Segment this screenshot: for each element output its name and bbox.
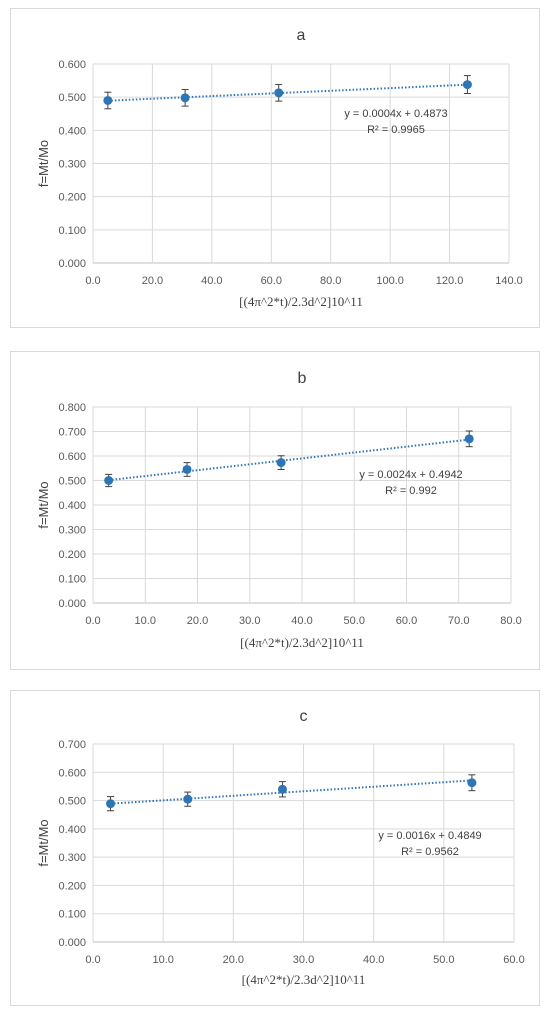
chart-a-y-tick-label: 0.300 — [58, 159, 86, 171]
chart-b-x-tick-label: 70.0 — [448, 615, 469, 627]
chart-a-y-tick-label: 0.000 — [58, 258, 86, 270]
chart-a-y-tick-label: 0.400 — [58, 125, 86, 137]
chart-a-x-tick-label: 20.0 — [142, 275, 163, 287]
chart-b-x-tick-label: 20.0 — [187, 615, 208, 627]
chart-a-y-tick-label: 0.600 — [58, 59, 86, 71]
chart-b-x-axis-label: [(4π^2*t)/2.3d^2]10^11 — [240, 635, 364, 650]
chart-b-data-point — [182, 464, 192, 474]
chart-b-y-tick-label: 0.400 — [58, 500, 86, 512]
chart-c-x-tick-label: 60.0 — [503, 954, 524, 966]
chart-a-trend-equation: y = 0.0004x + 0.4873 — [344, 108, 447, 120]
chart-a-x-axis-label: [(4π^2*t)/2.3d^2]10^11 — [239, 294, 363, 309]
chart-c-x-tick-label: 30.0 — [293, 954, 314, 966]
chart-c-y-tick-label: 0.500 — [58, 796, 86, 808]
chart-a-x-tick-label: 120.0 — [436, 275, 464, 287]
chart-c-data-point — [183, 794, 193, 804]
chart-b-data-point — [276, 458, 286, 468]
chart-a-x-tick-label: 140.0 — [495, 275, 523, 287]
chart-a-data-point — [103, 95, 113, 105]
chart-c-data-point — [467, 778, 477, 788]
chart-c-y-axis-label: f=Mt/Mo — [36, 819, 51, 866]
chart-b-x-tick-label: 0.0 — [85, 615, 100, 627]
chart-a-svg: a 0.000 0.100 0.200 0.300 0.400 0.500 0.600 0.0 2… — [36, 27, 523, 309]
chart-a-title: a — [297, 27, 306, 44]
chart-c-y-tick-label: 0.700 — [58, 739, 86, 751]
chart-b-y-tick-label: 0.800 — [58, 402, 86, 414]
chart-a-x-tick-label: 0.0 — [85, 275, 100, 287]
chart-b-x-tick-label: 10.0 — [135, 615, 156, 627]
chart-c-trend-equation: y = 0.0016x + 0.4849 — [378, 830, 481, 842]
chart-b-y-axis-label: f=Mt/Mo — [36, 481, 51, 528]
chart-b-y-tick-label: 0.700 — [58, 427, 86, 439]
chart-panel-b: b 0.000 0.100 0.200 0.300 0.400 0.500 0.600 0.70… — [10, 351, 540, 670]
chart-c-y-tick-label: 0.600 — [58, 767, 86, 779]
chart-a-y-tick-label: 0.100 — [58, 225, 86, 237]
chart-c-title: c — [300, 708, 308, 725]
chart-b-y-tick-label: 0.200 — [58, 549, 86, 561]
chart-c-x-tick-label: 40.0 — [363, 954, 384, 966]
chart-a-data-point — [462, 80, 472, 90]
chart-b-y-tick-label: 0.100 — [58, 574, 86, 586]
chart-b-x-tick-label: 40.0 — [291, 615, 312, 627]
chart-a-y-tick-label: 0.500 — [58, 92, 86, 104]
chart-c-svg: c 0.000 0.100 0.200 0.300 0.400 0.500 0.600 0.70… — [36, 708, 525, 987]
chart-c-r-squared: R² = 0.9562 — [401, 846, 459, 858]
chart-b-title: b — [298, 370, 307, 387]
chart-a-y-axis-label: f=Mt/Mo — [36, 140, 51, 187]
chart-panel-c: c 0.000 0.100 0.200 0.300 0.400 0.500 0.600 0.70… — [10, 690, 540, 1006]
chart-c-x-axis-label: [(4π^2*t)/2.3d^2]10^11 — [242, 972, 366, 987]
chart-a-data-point — [274, 88, 284, 98]
chart-b-y-tick-label: 0.500 — [58, 476, 86, 488]
chart-b-r-squared: R² = 0.992 — [385, 485, 437, 497]
chart-a-x-tick-label: 40.0 — [201, 275, 222, 287]
chart-c-y-tick-label: 0.400 — [58, 824, 86, 836]
chart-c-y-tick-label: 0.300 — [58, 852, 86, 864]
chart-b-y-tick-label: 0.300 — [58, 525, 86, 537]
chart-a-trendline — [107, 83, 468, 102]
chart-c-data-point — [106, 799, 116, 809]
chart-b-svg: b 0.000 0.100 0.200 0.300 0.400 0.500 0.600 0.70… — [36, 370, 522, 650]
chart-c-trendline — [110, 779, 472, 805]
chart-b-y-tick-label: 0.000 — [58, 598, 86, 610]
chart-b-data-point — [104, 476, 114, 485]
chart-a-x-tick-label: 60.0 — [261, 275, 282, 287]
chart-c-y-tick-label: 0.000 — [58, 937, 86, 949]
chart-a-data-point — [180, 93, 190, 103]
chart-c-x-tick-label: 0.0 — [85, 954, 100, 966]
chart-c-x-tick-label: 20.0 — [223, 954, 244, 966]
chart-b-x-tick-label: 80.0 — [500, 615, 521, 627]
chart-a-r-squared: R² = 0.9965 — [367, 124, 425, 136]
chart-c-x-tick-label: 10.0 — [152, 954, 173, 966]
chart-c-y-tick-label: 0.100 — [58, 909, 86, 921]
chart-a-y-tick-label: 0.200 — [58, 192, 86, 204]
chart-a-x-tick-label: 80.0 — [320, 275, 341, 287]
chart-b-x-tick-label: 60.0 — [396, 615, 417, 627]
chart-b-trend-equation: y = 0.0024x + 0.4942 — [359, 469, 462, 481]
chart-b-data-point — [464, 434, 474, 444]
chart-b-y-tick-label: 0.600 — [58, 451, 86, 463]
chart-c-x-tick-label: 50.0 — [433, 954, 454, 966]
chart-b-x-tick-label: 50.0 — [344, 615, 365, 627]
chart-b-trendline — [108, 438, 470, 482]
chart-a-x-tick-label: 100.0 — [376, 275, 404, 287]
chart-c-data-point — [277, 784, 287, 794]
chart-c-y-tick-label: 0.200 — [58, 880, 86, 892]
chart-b-x-tick-label: 30.0 — [239, 615, 260, 627]
chart-panel-a: a 0.000 0.100 0.200 0.300 0.400 0.500 0.600 0.0 2… — [10, 8, 540, 328]
